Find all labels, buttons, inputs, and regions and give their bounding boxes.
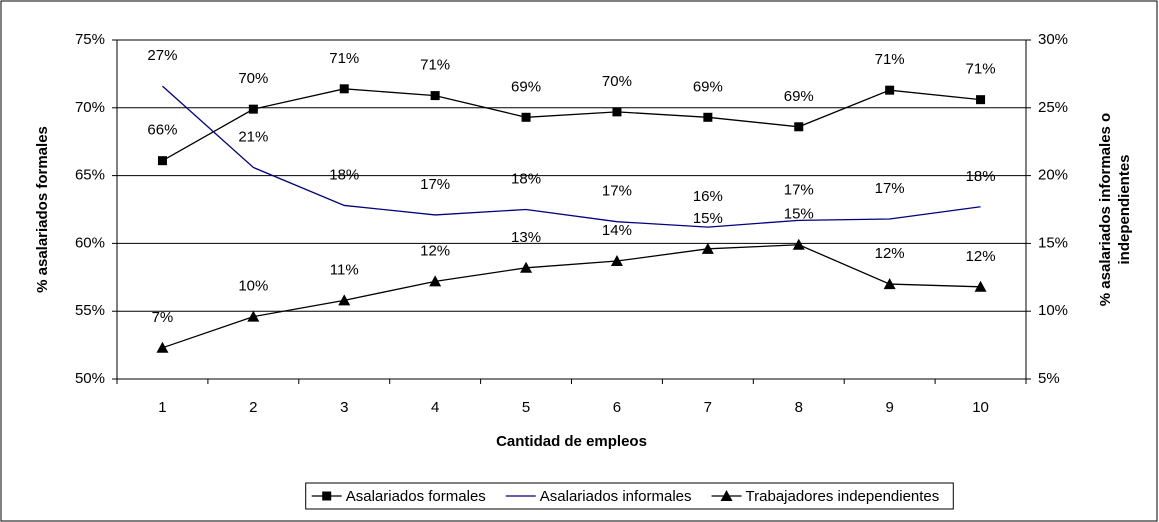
data-label: 17% [420,176,450,193]
y2-tick-label: 20% [1038,167,1068,184]
data-label: 17% [875,180,905,197]
x-tick-label: 7 [704,399,712,416]
data-label: 69% [693,78,723,95]
y2-tick-label: 5% [1038,370,1060,387]
legend-label: Asalariados formales [346,488,486,505]
marker [883,278,896,290]
data-label: 7% [152,309,174,326]
y-tick-label: 65% [75,167,105,184]
data-label: 18% [329,166,359,183]
data-label: 27% [147,47,177,64]
marker [247,310,260,322]
data-label: 17% [602,183,632,200]
data-label: 71% [966,61,996,78]
marker [338,294,351,306]
data-label: 21% [238,128,268,145]
data-label: 13% [511,229,541,246]
data-label: 11% [330,261,359,278]
marker [976,95,986,105]
legend-marker [720,490,733,501]
y-tick-label: 55% [75,302,105,319]
data-label: 18% [511,170,541,187]
marker [703,112,713,122]
marker [792,238,805,250]
x-tick-label: 10 [972,399,989,416]
legend-box [305,482,954,510]
marker [974,280,987,292]
y-tick-label: 75% [75,31,105,48]
data-label: 12% [875,245,905,262]
data-label: 69% [511,78,541,95]
y2-tick-label: 30% [1038,31,1068,48]
x-tick-label: 6 [613,399,621,416]
x-axis-title: Cantidad de empleos [496,433,647,450]
data-label: 14% [602,222,632,239]
legend-item: Trabajadores independientes [711,488,940,505]
series-line [162,244,981,349]
data-label: 70% [602,73,632,90]
x-tick-label: 4 [431,399,439,416]
marker [701,242,714,254]
marker [157,156,167,166]
marker [520,261,533,273]
legend-label: Trabajadores independientes [746,488,940,505]
marker [248,104,258,114]
y2-tick-label: 15% [1038,234,1068,251]
x-tick-label: 5 [522,399,530,416]
y-tick-label: 60% [75,234,105,251]
legend-marker [322,491,332,501]
marker [430,91,440,101]
marker [429,275,442,287]
series-line [162,85,981,228]
data-label: 16% [693,188,723,205]
data-label: 18% [966,168,996,185]
marker [339,84,349,94]
y-axis-title: % asalariados formales [34,126,51,293]
legend-item: Asalariados formales [311,488,486,505]
data-label: 70% [238,70,268,87]
legend-label: Asalariados informales [540,488,692,505]
x-tick-label: 3 [340,399,348,416]
data-label: 71% [329,50,359,67]
data-label: 71% [875,51,905,68]
data-label: 12% [420,242,450,259]
y-tick-label: 70% [75,99,105,116]
data-label: 10% [238,278,268,295]
marker [612,107,622,117]
data-label: 69% [784,88,814,105]
legend-item: Asalariados informales [505,488,692,505]
data-label: 17% [784,181,814,198]
x-tick-label: 8 [795,399,803,416]
marker [610,255,623,267]
data-label: 12% [966,248,996,265]
data-label: 15% [693,210,723,227]
y2-axis-title: % asalariados informales o [1097,113,1114,306]
x-tick-label: 1 [158,399,166,416]
marker [885,85,895,95]
marker [521,112,531,122]
marker [794,122,804,132]
x-tick-label: 9 [885,399,893,416]
legend: Asalariados formales Asalariados informal… [305,482,954,510]
y2-axis-title: independientes [1116,154,1133,264]
marker [156,341,169,353]
data-label: 66% [147,122,177,139]
y-tick-label: 50% [75,370,105,387]
data-label: 71% [420,57,450,74]
series-line [162,88,981,162]
x-tick-label: 2 [249,399,257,416]
y2-tick-label: 10% [1038,302,1068,319]
data-label: 15% [784,206,814,223]
y2-tick-label: 25% [1038,99,1068,116]
